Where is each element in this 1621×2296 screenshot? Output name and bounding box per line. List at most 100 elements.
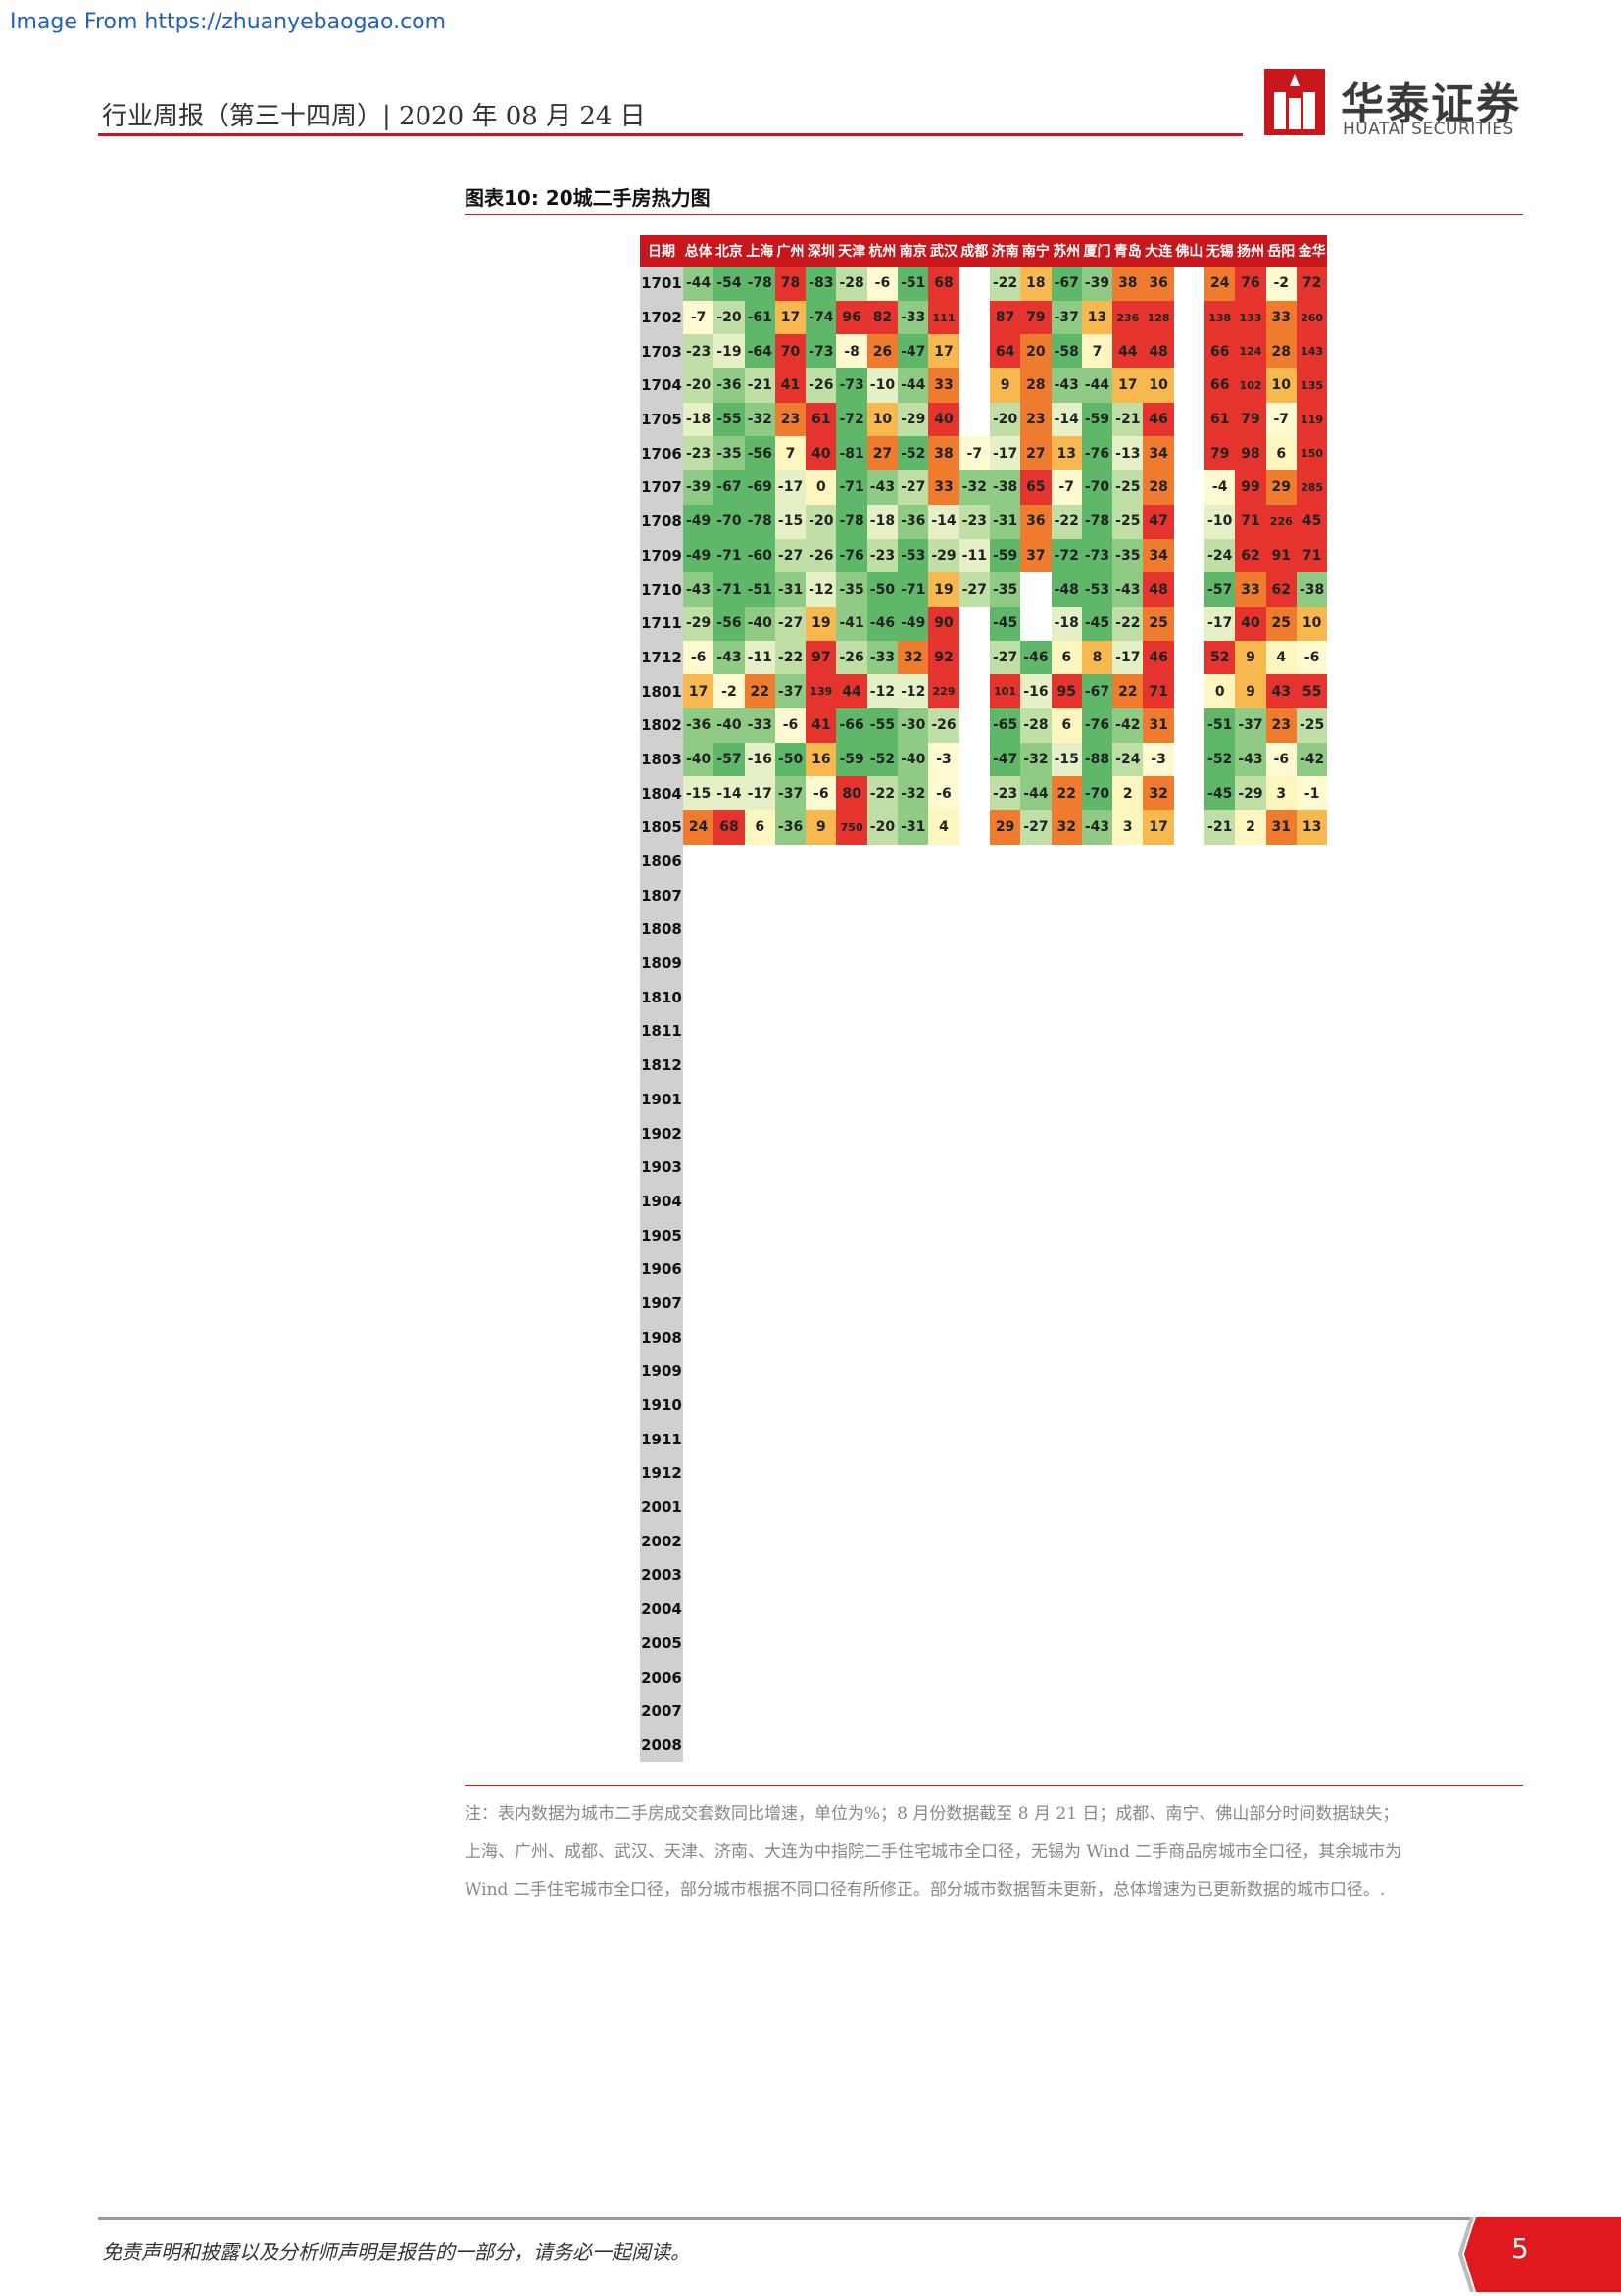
table-row: 1705 -18 -55 -32 23 61 -72 10 -29 40 -20 23 -14 -59 -2… [640,402,1328,437]
heat-cell [744,1591,775,1627]
heat-cell: -6 [806,776,837,810]
heat-cell [836,1558,867,1592]
heat-cell [1081,1524,1113,1559]
heat-cell: -22 [774,640,807,675]
heat-cell [1020,1082,1052,1117]
heat-cell [744,1728,775,1763]
heat-cell: -57 [713,742,745,777]
heat-cell [1204,1014,1236,1049]
heat-cell [898,912,929,947]
heat-cell [898,1014,929,1049]
note-line: 上海、广州、成都、武汉、天津、济南、大连为中指院二手住宅城市全口径，无锡为 Wi… [465,1842,1402,1862]
heat-cell [1081,1116,1113,1150]
heat-cell: 750 [836,810,867,845]
heat-cell [958,267,990,301]
heat-cell [744,1524,775,1559]
heat-cell: 79 [1020,300,1052,335]
heat-cell [958,1558,990,1592]
table-row: 1909 [640,1354,1328,1389]
heat-cell [713,1660,745,1694]
heat-cell: -17 [1204,606,1236,641]
heat-cell: 22 [1051,776,1082,810]
heat-cell [1173,1558,1205,1592]
heat-cell: 13 [1081,300,1113,335]
heat-cell [1112,1660,1144,1694]
heat-cell: 66 [1204,368,1236,403]
heat-cell: -36 [713,368,745,403]
heat-cell [1235,1014,1266,1049]
heat-cell: 47 [1143,504,1174,539]
heat-cell [989,912,1021,947]
heat-cell: -26 [928,708,959,743]
logo-icon [1264,69,1325,135]
heat-cell [1173,1116,1205,1150]
heat-cell: -6 [1265,742,1297,777]
heat-cell [774,1320,807,1354]
heat-cell: -16 [1020,674,1052,708]
heat-cell [774,878,807,913]
heat-cell [1265,980,1297,1015]
row-date: 1703 [640,334,683,369]
heat-cell [1235,1116,1266,1150]
heat-cell: 61 [1204,402,1236,437]
row-date: 1812 [640,1048,683,1083]
heat-cell [866,844,899,879]
heat-cell: -64 [744,334,775,369]
heat-cell: 226 [1265,504,1297,539]
heat-cell: 138 [1204,300,1236,335]
heat-cell [1143,1626,1174,1661]
heat-cell: -36 [774,810,807,845]
row-date: 1904 [640,1184,683,1219]
heat-cell [1143,1184,1174,1219]
heat-cell: -35 [713,436,745,471]
heat-cell [836,1014,867,1049]
heat-cell [1204,1456,1236,1490]
heat-cell [1081,1014,1113,1049]
heat-cell [1020,980,1052,1015]
heat-cell [1265,1048,1297,1083]
heat-cell: -25 [1112,504,1144,539]
table-row: 1810 [640,980,1328,1015]
heat-cell: -38 [1296,572,1328,607]
heat-cell: -58 [1051,334,1082,369]
heat-cell [1112,1218,1144,1252]
heat-cell [898,1251,929,1287]
heat-cell: -6 [866,267,899,301]
heat-cell [1051,878,1082,913]
heat-cell: 46 [1143,640,1174,675]
heat-cell: 32 [1143,776,1174,810]
heat-cell [1173,1524,1205,1559]
heat-cell: -36 [683,708,714,743]
heat-cell: -18 [1051,606,1082,641]
heat-cell: -23 [683,334,714,369]
heat-cell: -43 [1112,572,1144,607]
heat-cell: 17 [774,300,807,335]
heat-cell [989,1116,1021,1150]
heat-cell: -12 [898,674,929,708]
heat-cell [1173,810,1205,845]
heat-cell [958,1693,990,1729]
heat-cell [1296,1490,1328,1525]
heat-cell: -4 [1204,470,1236,505]
heat-cell [989,1558,1021,1592]
heat-cell [806,1660,837,1694]
heat-cell [1081,1591,1113,1627]
heat-cell: -43 [1235,742,1266,777]
heat-cell [866,1184,899,1219]
heat-cell [744,1149,775,1185]
heat-cell [1296,980,1328,1015]
heat-cell [836,912,867,947]
heat-cell [1112,912,1144,947]
column-header: 岳阳 [1265,235,1297,267]
heat-cell [1020,946,1052,981]
heat-cell: 28 [1143,470,1174,505]
heat-cell [836,1422,867,1457]
table-row: 2005 [640,1626,1328,1661]
heat-cell [806,980,837,1015]
heat-cell: 8 [1081,640,1113,675]
heat-cell: -27 [774,538,807,573]
heat-cell [1173,708,1205,743]
heat-cell: -73 [1081,538,1113,573]
source-link[interactable]: Image From https://zhuanyebaogao.com [10,10,447,34]
row-date: 2006 [640,1660,683,1694]
